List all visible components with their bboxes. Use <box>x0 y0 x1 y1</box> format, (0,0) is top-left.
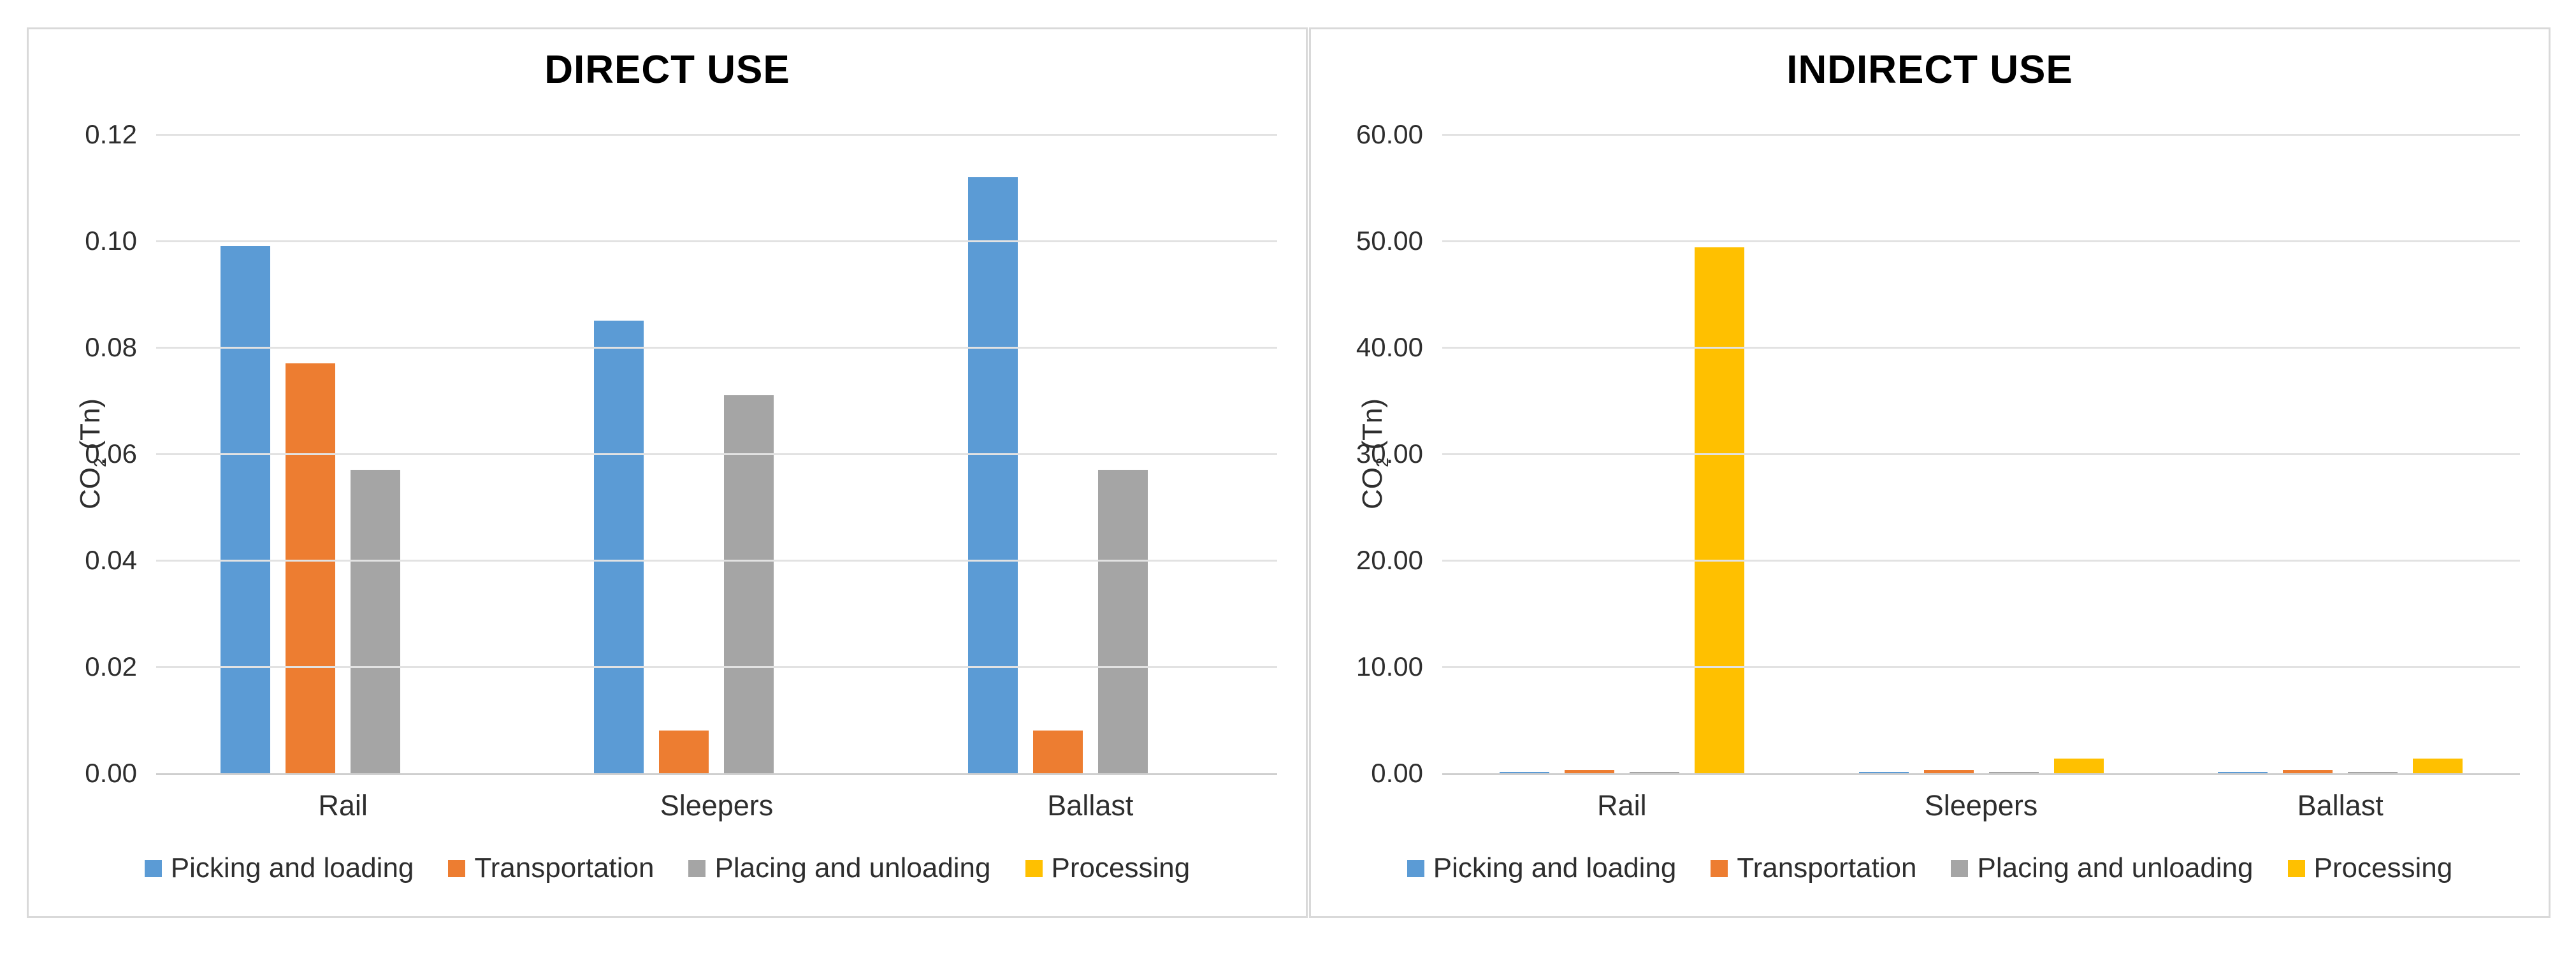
y-axis-title-text: CO <box>1357 467 1389 510</box>
y-tick-label: 40.00 <box>1356 332 1423 362</box>
legend-swatch-transportation <box>448 859 466 877</box>
gridline <box>156 453 1277 455</box>
bar-picking-and-loading-ballast <box>2218 771 2268 773</box>
plot-area: 0.00 0.02 0.04 0.06 0.08 0.10 0.12 <box>85 119 1277 788</box>
gridline <box>1442 133 2520 136</box>
y-tick-label: 10.00 <box>1356 651 1423 681</box>
x-axis-labels: Rail Sleepers Ballast <box>156 788 1277 824</box>
gridline <box>156 346 1277 349</box>
legend-item-transportation: Transportation <box>448 851 654 885</box>
bar-placing-and-unloading-ballast <box>2348 771 2398 773</box>
direct-use-chart-panel: DIRECT USE CO2 (Tn) 0.00 0.02 0.04 0.06 0.08… <box>27 27 1308 918</box>
category-group-ballast <box>904 135 1277 773</box>
y-tick-label: 50.00 <box>1356 226 1423 256</box>
gridline <box>1442 346 2520 349</box>
legend-label: Processing <box>2313 852 2453 884</box>
y-tick-label: 0.06 <box>85 439 137 469</box>
x-axis-labels: Rail Sleepers Ballast <box>1442 788 2520 824</box>
legend-swatch-transportation <box>1711 859 1728 877</box>
legend-label: Placing and unloading <box>1977 852 2254 884</box>
legend-label: Placing and unloading <box>714 852 991 884</box>
y-tick-label: 60.00 <box>1356 119 1423 149</box>
x-category-label: Ballast <box>2297 789 2384 822</box>
x-category-label: Rail <box>1597 789 1647 822</box>
category-group-rail <box>1442 135 1802 773</box>
bar-processing-ballast <box>2413 758 2463 773</box>
gridline <box>156 666 1277 668</box>
bar-groups <box>1442 135 2520 773</box>
bar-placing-and-unloading-rail <box>351 470 401 773</box>
bar-transportation-rail <box>1564 770 1614 773</box>
gridline <box>1442 453 2520 455</box>
legend-swatch-processing <box>2287 859 2305 877</box>
y-tick-label: 0.00 <box>85 758 137 788</box>
y-tick-label: 0.00 <box>1371 758 1423 788</box>
legend-label: Transportation <box>474 852 655 884</box>
gridline <box>1442 559 2520 562</box>
legend-swatch-picking-and-loading <box>144 859 162 877</box>
bar-picking-and-loading-rail <box>221 246 271 773</box>
legend-label: Processing <box>1051 852 1190 884</box>
bar-placing-and-unloading-sleepers <box>724 395 774 773</box>
bar-placing-and-unloading-ballast <box>1097 470 1148 773</box>
bar-picking-and-loading-sleepers <box>594 321 644 773</box>
y-tick-label: 30.00 <box>1356 439 1423 469</box>
y-axis-title-text: CO <box>75 467 106 510</box>
legend-item-processing: Processing <box>2287 851 2453 885</box>
category-group-sleepers <box>1802 135 2161 773</box>
y-tick-label: 0.10 <box>85 226 137 256</box>
y-tick-label: 20.00 <box>1356 545 1423 575</box>
legend-item-placing-and-unloading: Placing and unloading <box>688 851 991 885</box>
x-category-label: Sleepers <box>660 789 774 822</box>
legend-label: Picking and loading <box>1433 852 1677 884</box>
legend-item-transportation: Transportation <box>1711 851 1916 885</box>
bar-groups <box>156 135 1277 773</box>
legend-item-processing: Processing <box>1025 851 1190 885</box>
legend-swatch-placing-and-unloading <box>1951 859 1969 877</box>
legend: Picking and loading Transportation Placing… <box>1311 851 2549 885</box>
bar-picking-and-loading-ballast <box>967 177 1018 773</box>
legend-swatch-placing-and-unloading <box>688 859 706 877</box>
gridline <box>156 240 1277 242</box>
bar-transportation-sleepers <box>1923 770 1974 773</box>
bar-transportation-ballast <box>2283 770 2333 773</box>
y-tick-label: 0.02 <box>85 651 137 681</box>
plot-area: 0.00 10.00 20.00 30.00 40.00 50.00 60.00 <box>1356 119 2520 788</box>
y-tick-label: 0.12 <box>85 119 137 149</box>
gridline <box>1442 666 2520 668</box>
bar-placing-and-unloading-sleepers <box>1988 771 2039 773</box>
category-group-sleepers <box>530 135 903 773</box>
x-category-label: Ballast <box>1047 789 1134 822</box>
y-tick-label: 0.04 <box>85 545 137 575</box>
chart-title: INDIRECT USE <box>1786 48 2073 92</box>
legend-item-picking-and-loading: Picking and loading <box>144 851 414 885</box>
bar-processing-rail <box>1694 247 1744 773</box>
indirect-use-chart-panel: INDIRECT USE CO2 (Tn) 0.00 10.00 20.00 30.0… <box>1309 27 2551 918</box>
bar-transportation-rail <box>286 363 336 773</box>
x-category-label: Sleepers <box>1924 789 2038 822</box>
category-group-rail <box>156 135 530 773</box>
legend-label: Picking and loading <box>170 852 414 884</box>
gridline <box>156 133 1277 136</box>
legend: Picking and loading Transportation Placing… <box>29 851 1306 885</box>
legend-item-placing-and-unloading: Placing and unloading <box>1951 851 2254 885</box>
bar-transportation-sleepers <box>659 731 709 773</box>
bar-processing-sleepers <box>2053 758 2104 773</box>
chart-title: DIRECT USE <box>544 48 790 92</box>
bar-transportation-ballast <box>1032 731 1083 773</box>
bar-placing-and-unloading-rail <box>1629 771 1679 773</box>
category-group-ballast <box>2160 135 2520 773</box>
legend-swatch-processing <box>1025 859 1043 877</box>
legend-item-picking-and-loading: Picking and loading <box>1407 851 1677 885</box>
x-category-label: Rail <box>318 789 368 822</box>
legend-label: Transportation <box>1737 852 1917 884</box>
y-tick-label: 0.08 <box>85 332 137 362</box>
bar-picking-and-loading-rail <box>1499 771 1549 773</box>
gridline <box>1442 240 2520 242</box>
bar-picking-and-loading-sleepers <box>1858 771 1909 773</box>
gridline <box>156 559 1277 562</box>
legend-swatch-picking-and-loading <box>1407 859 1424 877</box>
